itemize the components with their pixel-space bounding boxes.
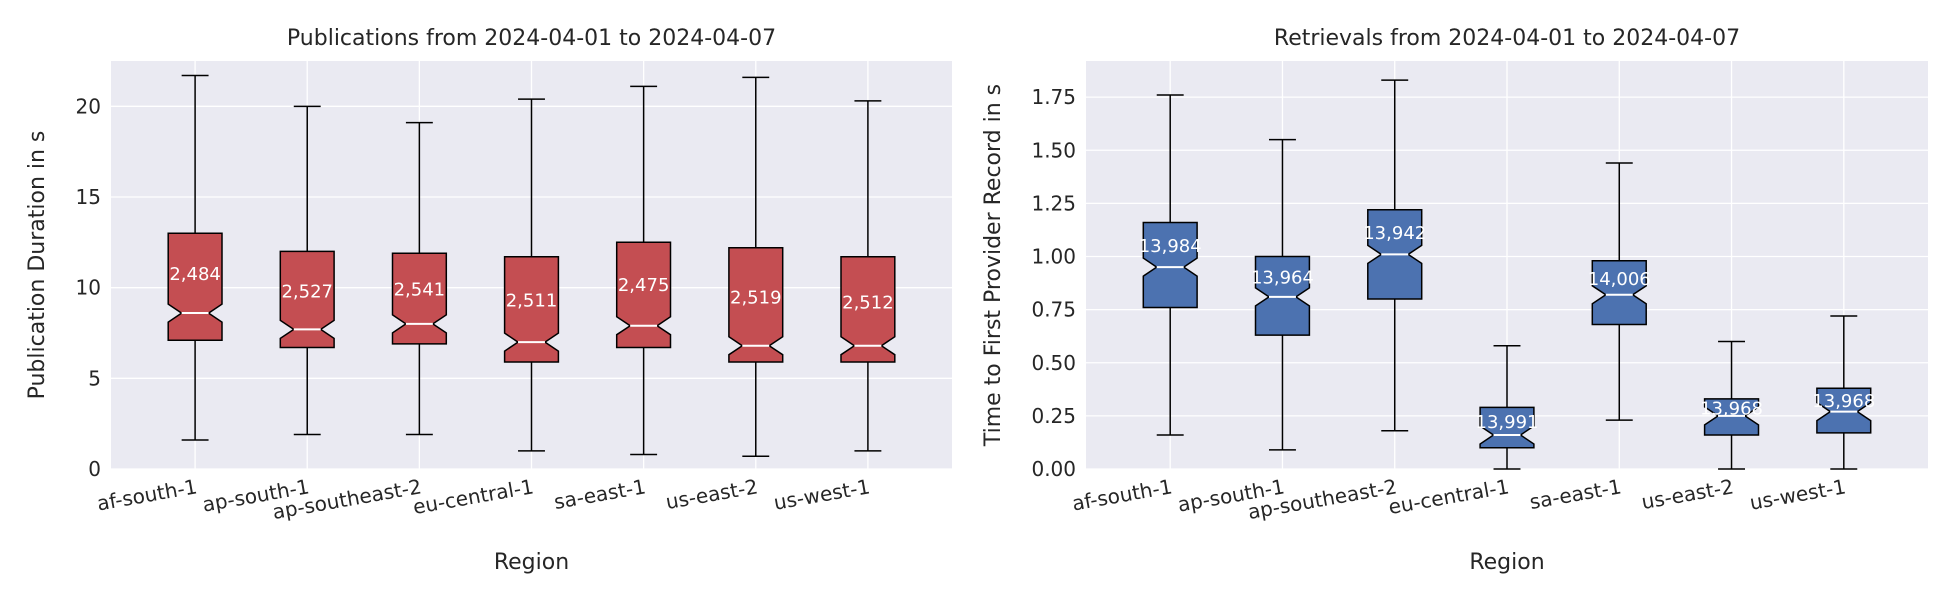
x-axis-label: Region bbox=[494, 550, 569, 575]
x-tick-label: af-south-1 bbox=[95, 474, 199, 515]
count-label: 2,484 bbox=[169, 264, 221, 285]
box-eu-central-1: 2,511 bbox=[503, 98, 560, 452]
count-label: 13,968 bbox=[1700, 398, 1763, 419]
box-sa-east-1: 2,475 bbox=[615, 85, 672, 456]
y-tick-label: 20 bbox=[76, 94, 101, 118]
box-us-west-1: 13,968 bbox=[1812, 315, 1875, 470]
box-ap-south-1: 2,527 bbox=[279, 105, 335, 436]
x-tick-label: us-west-1 bbox=[772, 474, 872, 515]
y-tick-label: 0.00 bbox=[1031, 457, 1076, 481]
y-tick-label: 0 bbox=[88, 457, 101, 481]
count-label: 2,541 bbox=[394, 280, 446, 301]
box-body bbox=[503, 256, 560, 363]
count-label: 13,942 bbox=[1363, 223, 1426, 244]
panel-2: 0.00 0.25 0.50 0.75 1.00 1.25 1.50 1.75 af-south… bbox=[981, 26, 1928, 575]
x-tick-label: us-east-2 bbox=[1640, 474, 1736, 514]
box-ap-southeast-2: 13,942 bbox=[1363, 79, 1426, 432]
x-tick-label: sa-east-1 bbox=[552, 474, 647, 514]
box-us-west-1: 2,512 bbox=[840, 100, 896, 452]
count-label: 2,519 bbox=[730, 288, 782, 309]
y-tick-label: 1.00 bbox=[1031, 245, 1076, 269]
box-body bbox=[167, 232, 223, 342]
chart-title: Retrievals from 2024-04-01 to 2024-04-07 bbox=[1274, 26, 1740, 51]
box-body bbox=[391, 252, 448, 345]
box-us-east-2: 13,968 bbox=[1700, 340, 1763, 470]
box-body bbox=[1703, 398, 1760, 436]
y-tick-label: 1.25 bbox=[1031, 191, 1076, 215]
box-us-east-2: 2,519 bbox=[728, 76, 784, 458]
y-tick-label: 0.25 bbox=[1031, 404, 1076, 428]
x-tick-label: eu-central-1 bbox=[1387, 474, 1511, 519]
x-axis-label: Region bbox=[1469, 550, 1544, 575]
y-axis-label: Time to First Provider Record in s bbox=[981, 84, 1006, 447]
box-body bbox=[1816, 387, 1872, 434]
y-axis-label: Publication Duration in s bbox=[25, 131, 50, 400]
count-label: 13,991 bbox=[1476, 412, 1539, 433]
y-tick-label: 0.75 bbox=[1031, 298, 1076, 322]
count-label: 2,512 bbox=[842, 292, 894, 313]
box-ap-southeast-2: 2,541 bbox=[391, 121, 448, 436]
y-tick-label: 5 bbox=[88, 366, 101, 390]
box-body bbox=[840, 256, 896, 363]
box-body bbox=[728, 247, 784, 363]
box-sa-east-1: 14,006 bbox=[1588, 162, 1651, 421]
x-tick-label: af-south-1 bbox=[1070, 474, 1174, 515]
y-tick-label: 0.50 bbox=[1031, 351, 1076, 375]
count-label: 13,984 bbox=[1139, 236, 1202, 257]
x-tick-label: us-east-2 bbox=[664, 474, 760, 514]
box-body bbox=[1479, 406, 1535, 449]
y-tick-label: 10 bbox=[76, 276, 101, 300]
count-label: 2,475 bbox=[618, 275, 670, 296]
box-body bbox=[615, 241, 672, 349]
chart-title: Publications from 2024-04-01 to 2024-04-… bbox=[287, 26, 776, 51]
box-body bbox=[1254, 255, 1311, 336]
box-ap-south-1: 13,964 bbox=[1251, 138, 1314, 451]
x-tick-label: sa-east-1 bbox=[1528, 474, 1623, 514]
x-tick-label: us-west-1 bbox=[1748, 474, 1848, 515]
x-tick-label: eu-central-1 bbox=[411, 474, 535, 519]
box-af-south-1: 13,984 bbox=[1139, 94, 1202, 436]
box-body bbox=[1142, 221, 1198, 309]
box-af-south-1: 2,484 bbox=[167, 74, 223, 441]
count-label: 2,511 bbox=[506, 290, 558, 311]
box-body bbox=[279, 250, 335, 349]
box-eu-central-1: 13,991 bbox=[1476, 345, 1539, 470]
count-label: 13,964 bbox=[1251, 268, 1314, 289]
y-tick-label: 1.75 bbox=[1031, 85, 1076, 109]
count-label: 13,968 bbox=[1812, 391, 1875, 412]
count-label: 14,006 bbox=[1588, 269, 1651, 290]
count-label: 2,527 bbox=[281, 281, 333, 302]
box-body bbox=[1591, 260, 1647, 326]
y-tick-label: 1.50 bbox=[1031, 138, 1076, 162]
y-tick-label: 15 bbox=[76, 185, 101, 209]
